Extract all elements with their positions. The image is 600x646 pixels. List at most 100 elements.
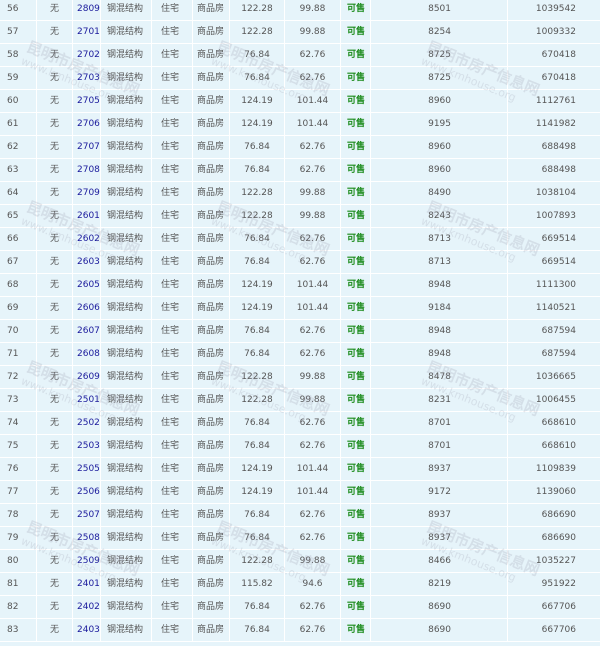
structure: 钢混结构 <box>101 21 152 43</box>
usage: 住宅 <box>152 136 193 158</box>
usage: 住宅 <box>152 504 193 526</box>
usage: 住宅 <box>152 113 193 135</box>
presale-flag: 无 <box>37 228 73 250</box>
room-number-link[interactable]: 2506 <box>73 481 101 503</box>
structure: 钢混结构 <box>101 596 152 618</box>
usage: 住宅 <box>152 481 193 503</box>
presale-flag: 无 <box>37 0 73 20</box>
unit-price: 8713 <box>371 251 508 273</box>
house-type: 商品房 <box>193 297 230 319</box>
house-type: 商品房 <box>193 366 230 388</box>
presale-flag: 无 <box>37 136 73 158</box>
room-number-link[interactable]: 2702 <box>73 44 101 66</box>
room-number-link[interactable]: 2708 <box>73 159 101 181</box>
floor-area: 76.84 <box>230 67 285 89</box>
room-number-link[interactable]: 2809 <box>73 0 101 20</box>
room-number-link[interactable]: 2609 <box>73 366 101 388</box>
inner-area: 62.76 <box>285 412 341 434</box>
room-number-link[interactable]: 2709 <box>73 182 101 204</box>
table-row: 80 无 2509 钢混结构 住宅 商品房 122.28 99.88 可售 8466 1035227 <box>0 550 600 573</box>
status-badge: 可售 <box>341 504 371 526</box>
room-number-link[interactable]: 2608 <box>73 343 101 365</box>
room-number-link[interactable]: 2706 <box>73 113 101 135</box>
structure: 钢混结构 <box>101 343 152 365</box>
total-price: 951922 <box>541 579 576 589</box>
inner-area: 101.44 <box>285 458 341 480</box>
house-type: 商品房 <box>193 343 230 365</box>
structure: 钢混结构 <box>101 435 152 457</box>
house-type: 商品房 <box>193 274 230 296</box>
row-index: 83 <box>0 619 37 641</box>
row-index: 63 <box>0 159 37 181</box>
unit-price: 8937 <box>371 458 508 480</box>
unit-price: 8960 <box>371 159 508 181</box>
total-price: 1036665 <box>535 372 576 382</box>
room-number-link[interactable]: 2607 <box>73 320 101 342</box>
status-badge: 可售 <box>341 412 371 434</box>
room-number-link[interactable]: 2602 <box>73 228 101 250</box>
presale-flag: 无 <box>37 527 73 549</box>
room-number-link[interactable]: 2703 <box>73 67 101 89</box>
unit-price: 8701 <box>371 412 508 434</box>
room-number-link[interactable]: 2705 <box>73 90 101 112</box>
house-type: 商品房 <box>193 21 230 43</box>
usage: 住宅 <box>152 412 193 434</box>
total-price: 1139060 <box>535 487 576 497</box>
table-row: 72 无 2609 钢混结构 住宅 商品房 122.28 99.88 可售 8478 1036665 <box>0 366 600 389</box>
row-index: 65 <box>0 205 37 227</box>
row-index: 67 <box>0 251 37 273</box>
room-number-link[interactable]: 2601 <box>73 205 101 227</box>
total-price: 670418 <box>541 50 576 60</box>
house-type: 商品房 <box>193 182 230 204</box>
room-number-link[interactable]: 2503 <box>73 435 101 457</box>
room-number-link[interactable]: 2606 <box>73 297 101 319</box>
presale-flag: 无 <box>37 573 73 595</box>
room-number-link[interactable]: 2402 <box>73 596 101 618</box>
usage: 住宅 <box>152 0 193 20</box>
inner-area: 99.88 <box>285 0 341 20</box>
unit-price: 8937 <box>371 504 508 526</box>
status-badge: 可售 <box>341 90 371 112</box>
floor-area: 124.19 <box>230 481 285 503</box>
floor-area: 124.19 <box>230 90 285 112</box>
inner-area: 62.76 <box>285 527 341 549</box>
house-type: 商品房 <box>193 205 230 227</box>
house-type: 商品房 <box>193 596 230 618</box>
house-type: 商品房 <box>193 619 230 641</box>
house-type: 商品房 <box>193 228 230 250</box>
room-number-link[interactable]: 2707 <box>73 136 101 158</box>
room-number-link[interactable]: 2505 <box>73 458 101 480</box>
room-number-link[interactable]: 2605 <box>73 274 101 296</box>
presale-flag: 无 <box>37 21 73 43</box>
usage: 住宅 <box>152 550 193 572</box>
inner-area: 62.76 <box>285 228 341 250</box>
presale-flag: 无 <box>37 435 73 457</box>
floor-area: 76.84 <box>230 136 285 158</box>
presale-flag: 无 <box>37 113 73 135</box>
row-index: 72 <box>0 366 37 388</box>
total-price: 667706 <box>541 602 576 612</box>
status-badge: 可售 <box>341 320 371 342</box>
table-row: 57 无 2701 钢混结构 住宅 商品房 122.28 99.88 可售 8254 1009332 <box>0 21 600 44</box>
status-badge: 可售 <box>341 44 371 66</box>
room-number-link[interactable]: 2701 <box>73 21 101 43</box>
floor-area: 124.19 <box>230 297 285 319</box>
room-number-link[interactable]: 2603 <box>73 251 101 273</box>
house-type: 商品房 <box>193 458 230 480</box>
room-number-link[interactable]: 2507 <box>73 504 101 526</box>
presale-flag: 无 <box>37 504 73 526</box>
presale-flag: 无 <box>37 90 73 112</box>
room-number-link[interactable]: 2501 <box>73 389 101 411</box>
usage: 住宅 <box>152 274 193 296</box>
floor-area: 122.28 <box>230 366 285 388</box>
room-number-link[interactable]: 2401 <box>73 573 101 595</box>
room-number-link[interactable]: 2509 <box>73 550 101 572</box>
room-number-link[interactable]: 2502 <box>73 412 101 434</box>
room-number-link[interactable]: 2508 <box>73 527 101 549</box>
floor-area: 122.28 <box>230 550 285 572</box>
floor-area: 76.84 <box>230 251 285 273</box>
row-index: 57 <box>0 21 37 43</box>
table-row: 62 无 2707 钢混结构 住宅 商品房 76.84 62.76 可售 8960 688498 <box>0 136 600 159</box>
row-index: 61 <box>0 113 37 135</box>
room-number-link[interactable]: 2403 <box>73 619 101 641</box>
